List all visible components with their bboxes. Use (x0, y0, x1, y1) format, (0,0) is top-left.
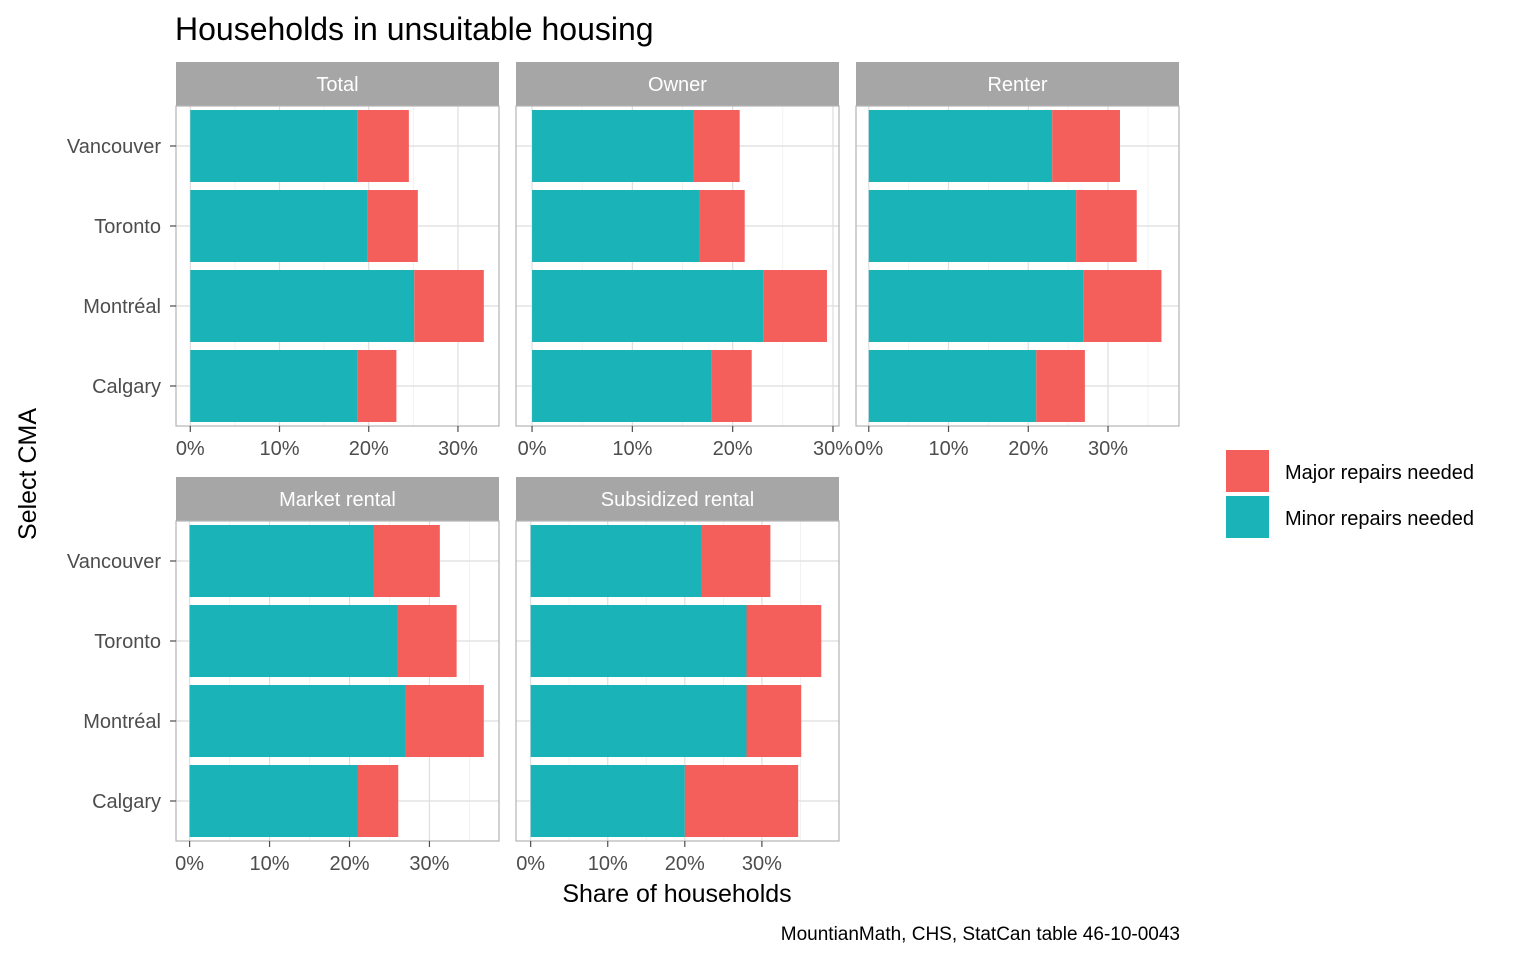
bar-owner-montreal-minor-repairs-needed (532, 270, 764, 342)
x-axis-title: Share of households (562, 880, 791, 908)
bar-market-rental-montreal-minor-repairs-needed (189, 685, 406, 757)
bar-market-rental-toronto-minor-repairs-needed (189, 605, 398, 677)
bar-renter-toronto-major-repairs-needed (1076, 190, 1137, 262)
x-tick-label: 10% (259, 438, 299, 460)
bar-owner-vancouver-minor-repairs-needed (532, 110, 694, 182)
bar-owner-calgary-minor-repairs-needed (532, 350, 712, 422)
x-tick-label: 20% (713, 438, 753, 460)
facet-total: Total 0% 10% 20% 30% Vancouver Toronto Montréal… (67, 62, 500, 460)
bar-owner-toronto-major-repairs-needed (699, 190, 745, 262)
legend-label-minor-repairs-needed: Minor repairs needed (1285, 508, 1474, 530)
facet-market-rental: Market rental 0% 10% 20% 30% Vancouver Toronto… (67, 477, 500, 875)
facet-panels: Total 0% 10% 20% 30% Vancouver Toronto Montréal… (67, 62, 1180, 875)
facet-subsidized-rental: Subsidized rental 0% 10% 20% 30% (515, 477, 840, 875)
bar-subsidized-rental-calgary-minor-repairs-needed (530, 765, 685, 837)
y-tick-label-calgary: Calgary (92, 376, 161, 398)
bar-total-vancouver-minor-repairs-needed (190, 110, 358, 182)
legend-label-major-repairs-needed: Major repairs needed (1285, 462, 1474, 484)
bar-total-vancouver-major-repairs-needed (357, 110, 409, 182)
bar-subsidized-rental-vancouver-major-repairs-needed (701, 525, 771, 597)
x-tick-label: 10% (588, 853, 628, 875)
bar-total-calgary-minor-repairs-needed (190, 350, 358, 422)
x-tick-label: 20% (665, 853, 705, 875)
x-tick-label: 20% (349, 438, 389, 460)
facet-owner: Owner 0% 10% 20% 30% (515, 62, 853, 460)
bar-subsidized-rental-calgary-major-repairs-needed (684, 765, 799, 837)
bar-subsidized-rental-toronto-major-repairs-needed (746, 605, 822, 677)
facet-strip-total (176, 62, 499, 106)
bar-renter-toronto-minor-repairs-needed (868, 190, 1077, 262)
x-tick-label: 20% (1008, 438, 1048, 460)
bar-market-rental-toronto-major-repairs-needed (397, 605, 457, 677)
bar-owner-toronto-minor-repairs-needed (532, 190, 700, 262)
legend-swatch-minor-repairs-needed (1226, 496, 1269, 538)
x-tick-label: 30% (438, 438, 478, 460)
y-tick-label-calgary: Calgary (92, 791, 161, 813)
bar-renter-montreal-minor-repairs-needed (868, 270, 1084, 342)
x-tick-label: 30% (1088, 438, 1128, 460)
bar-total-toronto-major-repairs-needed (367, 190, 418, 262)
x-tick-label: 30% (813, 438, 853, 460)
x-tick-label: 30% (409, 853, 449, 875)
bar-total-montreal-minor-repairs-needed (190, 270, 415, 342)
x-tick-label: 10% (928, 438, 968, 460)
bar-market-rental-vancouver-major-repairs-needed (373, 525, 440, 597)
panel-border-subsidized-rental (515, 520, 840, 842)
panel-border-total (175, 105, 500, 427)
y-tick-label-vancouver: Vancouver (67, 551, 161, 573)
bar-renter-montreal-major-repairs-needed (1083, 270, 1162, 342)
x-tick-label: 20% (329, 853, 369, 875)
y-tick-label-montreal: Montréal (83, 296, 161, 318)
facet-label-subsidized-rental: Subsidized rental (601, 489, 754, 511)
bar-total-toronto-minor-repairs-needed (190, 190, 368, 262)
chart-title: Households in unsuitable housing (175, 11, 654, 47)
y-tick-label-toronto: Toronto (94, 631, 161, 653)
facet-label-owner: Owner (648, 74, 707, 96)
facet-label-total: Total (316, 74, 358, 96)
bar-total-montreal-major-repairs-needed (414, 270, 484, 342)
bar-market-rental-calgary-minor-repairs-needed (189, 765, 358, 837)
facet-label-market-rental: Market rental (279, 489, 396, 511)
x-tick-label: 10% (250, 853, 290, 875)
bar-subsidized-rental-montreal-minor-repairs-needed (530, 685, 747, 757)
bar-subsidized-rental-montreal-major-repairs-needed (746, 685, 802, 757)
y-tick-label-vancouver: Vancouver (67, 136, 161, 158)
panel-border-market-rental (175, 520, 500, 842)
chart-caption: MountianMath, CHS, StatCan table 46-10-0… (781, 924, 1180, 945)
facet-strip-subsidized-rental (516, 477, 839, 521)
x-tick-label: 0% (518, 438, 547, 460)
facet-label-renter: Renter (987, 74, 1047, 96)
y-tick-label-toronto: Toronto (94, 216, 161, 238)
bar-renter-calgary-major-repairs-needed (1036, 350, 1085, 422)
facet-strip-renter (856, 62, 1179, 106)
legend-swatch-major-repairs-needed (1226, 450, 1269, 492)
x-tick-label: 0% (516, 853, 545, 875)
x-tick-label: 0% (175, 853, 204, 875)
facet-strip-owner (516, 62, 839, 106)
bar-owner-montreal-major-repairs-needed (763, 270, 827, 342)
bar-market-rental-montreal-major-repairs-needed (405, 685, 484, 757)
panel-border-renter (855, 105, 1180, 427)
bar-renter-vancouver-minor-repairs-needed (868, 110, 1053, 182)
bar-market-rental-calgary-major-repairs-needed (357, 765, 399, 837)
bar-total-calgary-major-repairs-needed (357, 350, 397, 422)
facet-strip-market-rental (176, 477, 499, 521)
bar-owner-vancouver-major-repairs-needed (693, 110, 740, 182)
bar-renter-calgary-minor-repairs-needed (868, 350, 1037, 422)
bar-subsidized-rental-vancouver-minor-repairs-needed (530, 525, 702, 597)
bar-subsidized-rental-toronto-minor-repairs-needed (530, 605, 747, 677)
x-tick-label: 0% (176, 438, 205, 460)
y-axis-title: Select CMA (14, 408, 42, 540)
legend: Major repairs needed Minor repairs needed (1226, 450, 1474, 538)
facet-renter: Renter 0% 10% 20% 30% (854, 62, 1180, 460)
x-tick-label: 10% (612, 438, 652, 460)
y-tick-label-montreal: Montréal (83, 711, 161, 733)
panel-border-owner (515, 105, 840, 427)
x-tick-label: 30% (742, 853, 782, 875)
bar-owner-calgary-major-repairs-needed (711, 350, 752, 422)
bar-market-rental-vancouver-minor-repairs-needed (189, 525, 374, 597)
bar-renter-vancouver-major-repairs-needed (1052, 110, 1120, 182)
x-tick-label: 0% (854, 438, 883, 460)
